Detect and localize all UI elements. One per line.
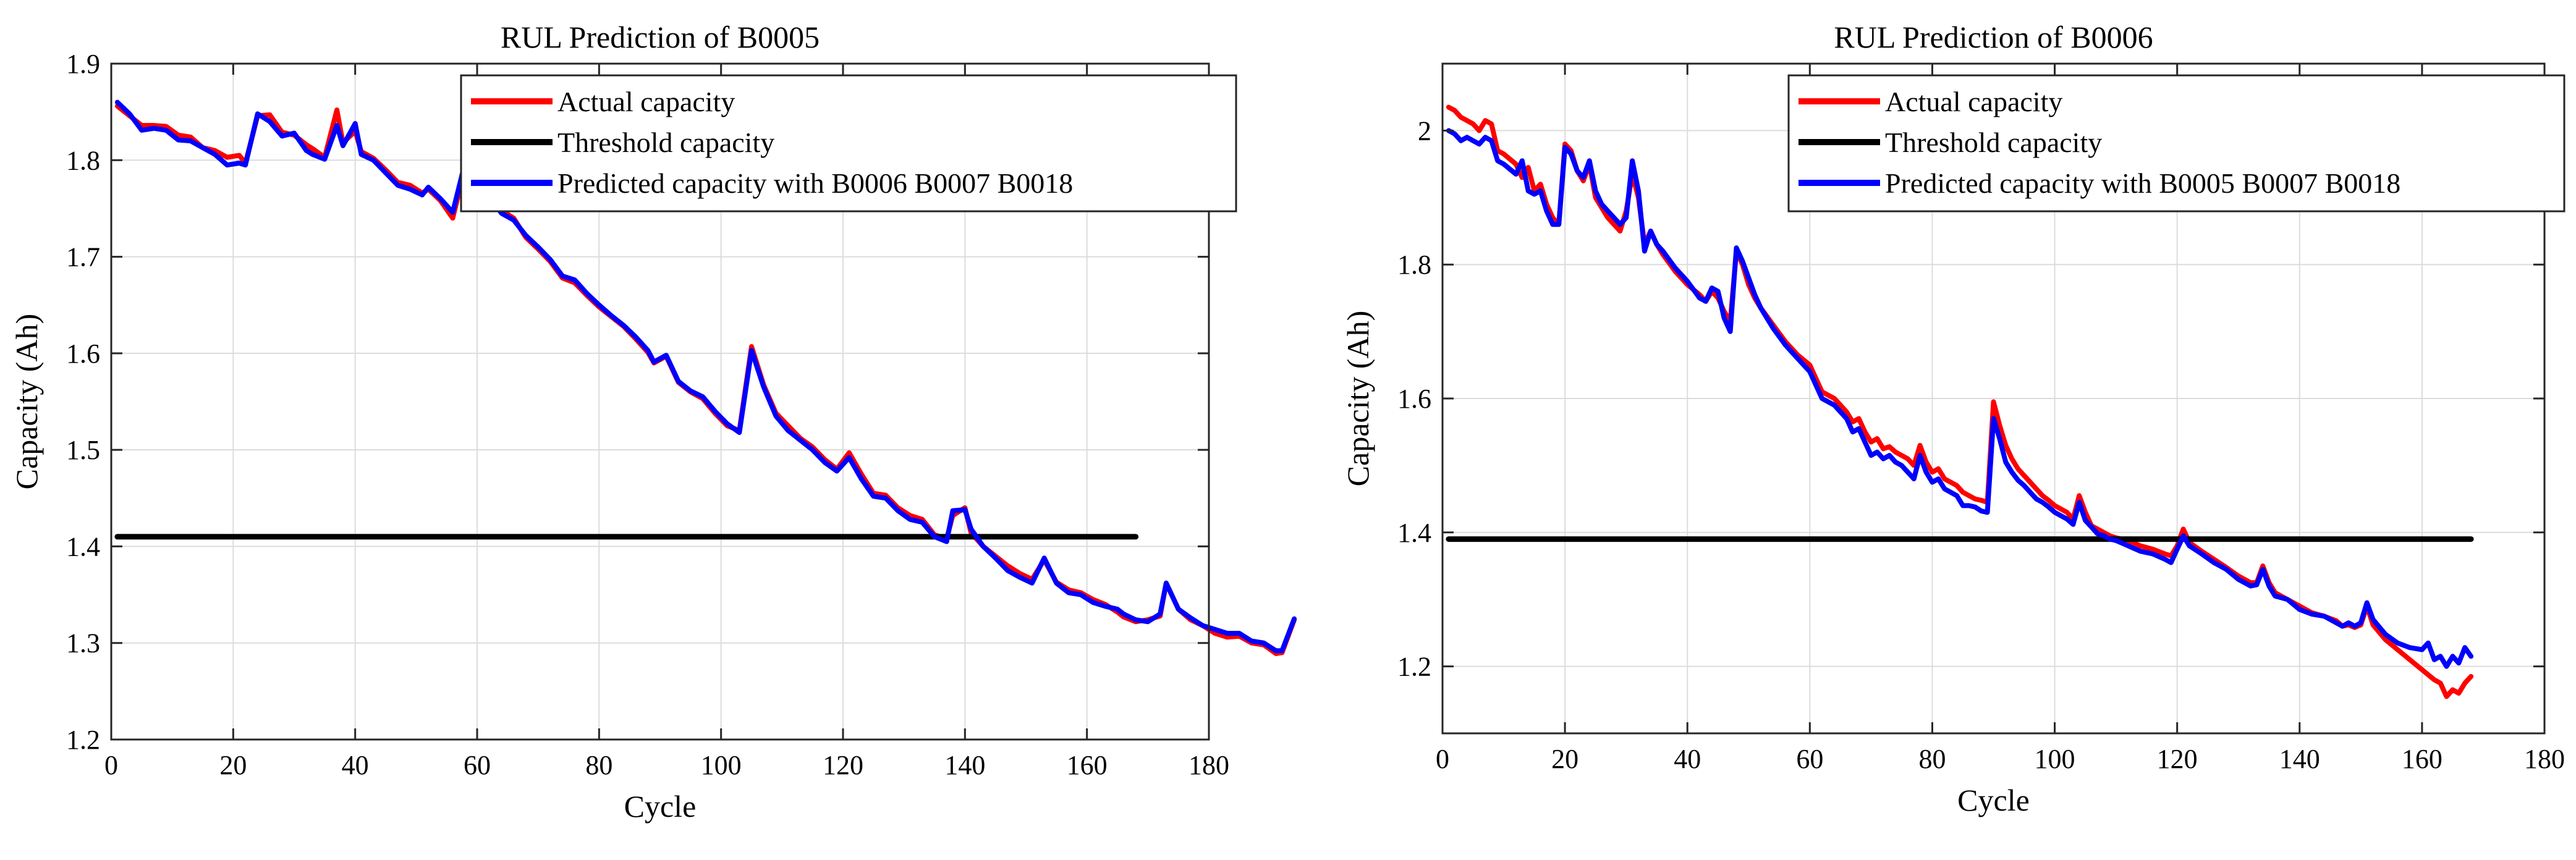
legend-label: Actual capacity: [557, 86, 735, 117]
x-axis-label: Cycle: [1957, 783, 2030, 817]
y-tick-label: 1.5: [66, 435, 100, 465]
y-tick-label: 1.2: [66, 725, 100, 755]
x-tick-label: 0: [1436, 744, 1449, 774]
x-tick-label: 180: [1188, 750, 1229, 780]
y-tick-label: 1.3: [66, 628, 100, 659]
y-tick-label: 1.7: [66, 242, 100, 272]
y-tick-label: 1.6: [1397, 384, 1431, 414]
x-tick-label: 100: [701, 750, 742, 780]
x-tick-label: 60: [1796, 744, 1823, 774]
x-tick-label: 0: [104, 750, 118, 780]
axes-box: [110, 62, 1210, 741]
x-tick-label: 80: [1918, 744, 1946, 774]
x-axis-label: Cycle: [624, 789, 697, 824]
y-tick-label: 1.6: [66, 339, 100, 369]
y-axis-label: Capacity (Ah): [1341, 311, 1375, 487]
legend-label: Predicted capacity with B0006 B0007 B001…: [557, 167, 1073, 199]
chart-left: 0 20 40 60 80 100 120 140 160 180 1.2 1.3 1.4 1.5 1.6 1…: [9, 20, 1297, 824]
legend-label: Threshold capacity: [557, 127, 774, 158]
y-tick-label: 1.2: [1397, 652, 1431, 682]
y-axis-label: Capacity (Ah): [9, 314, 44, 490]
series-predicted-line: [1446, 128, 2474, 669]
legend-label: Actual capacity: [1885, 86, 2062, 117]
x-tick-label: 160: [2402, 744, 2443, 774]
chart-title: RUL Prediction of B0005: [501, 20, 820, 54]
legend-label: Threshold capacity: [1885, 127, 2102, 158]
x-tick-label: 180: [2524, 744, 2565, 774]
y-tick-label: 1.8: [1397, 250, 1431, 280]
y-tick-label: 1.4: [1397, 518, 1431, 548]
chart-right: 0 20 40 60 80 100 120 140 160 180 1.2 1.4 1.6 1.8 2 RUL…: [1341, 20, 2565, 817]
x-tick-label: 60: [464, 750, 491, 780]
y-tick-label: 2: [1418, 116, 1431, 146]
x-tick-label: 20: [1551, 744, 1578, 774]
x-tick-label: 40: [1674, 744, 1701, 774]
x-tick-label: 140: [944, 750, 985, 780]
legend-box: [460, 74, 1237, 213]
chart-title: RUL Prediction of B0006: [1834, 20, 2153, 54]
y-tick-label: 1.4: [66, 531, 100, 562]
x-tick-label: 100: [2035, 744, 2075, 774]
y-tick-label: 1.9: [66, 49, 100, 79]
legend-label: Predicted capacity with B0005 B0007 B001…: [1885, 167, 2400, 199]
x-tick-label: 120: [2157, 744, 2198, 774]
x-tick-label: 120: [823, 750, 863, 780]
x-tick-label: 40: [342, 750, 369, 780]
legend-box: [1787, 74, 2565, 213]
x-tick-label: 160: [1067, 750, 1108, 780]
x-tick-label: 20: [219, 750, 247, 780]
series-predicted-line: [114, 99, 1297, 654]
y-tick-label: 1.8: [66, 145, 100, 175]
x-tick-label: 140: [2279, 744, 2320, 774]
x-tick-label: 80: [585, 750, 612, 780]
